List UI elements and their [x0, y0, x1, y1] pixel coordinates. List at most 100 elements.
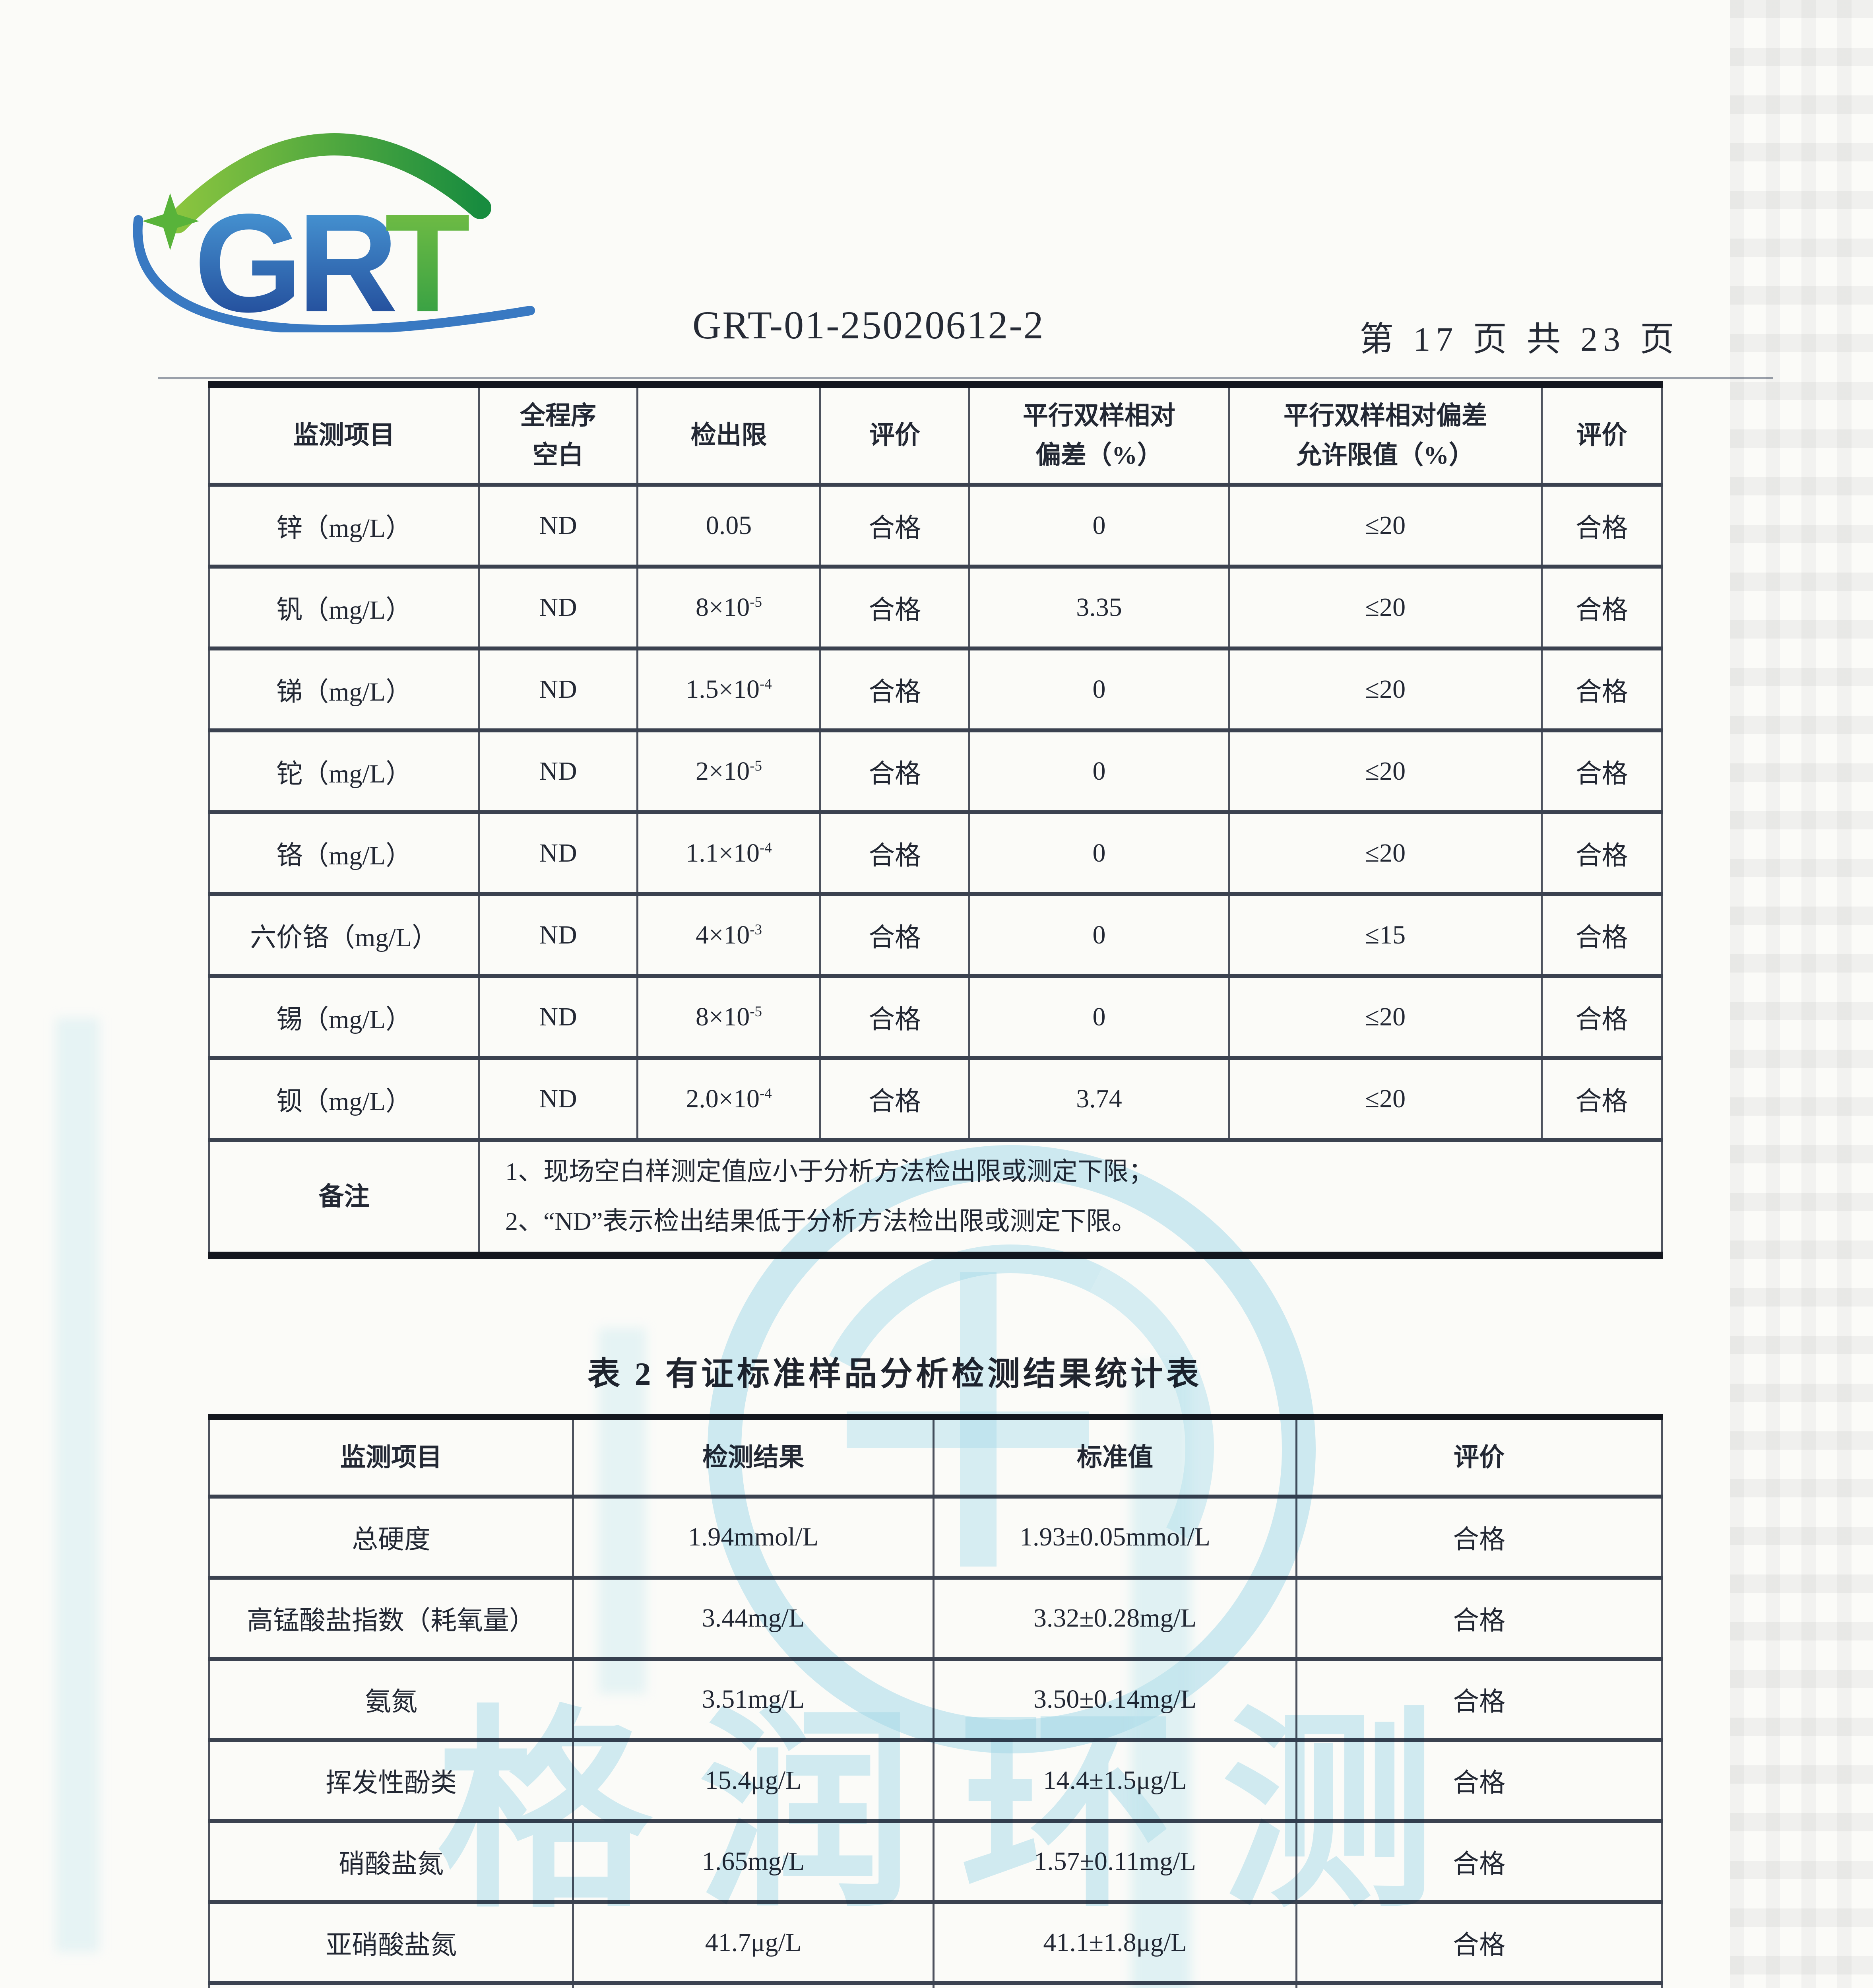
deviation-cell: 0 — [968, 483, 1230, 567]
document-code: GRT-01-25020612-2 — [692, 303, 1045, 347]
table-row: 总硬度 1.94mmol/L 1.93±0.05mmol/L 合格 — [208, 1495, 1663, 1578]
table-row: 亚硝酸盐氮 41.7μg/L 41.1±1.8μg/L 合格 — [208, 1900, 1663, 1983]
limit-cell: 1.1×10-4 — [636, 810, 821, 894]
allowed-limit-cell: ≤20 — [1228, 565, 1543, 648]
logo-star-icon — [142, 193, 199, 250]
limit-value: 8×10 — [695, 1002, 750, 1031]
limit-exponent: -4 — [759, 1085, 772, 1101]
eval2-cell: 合格 — [1541, 483, 1663, 567]
col-header-item: 监测项目 — [208, 1417, 574, 1497]
limit-cell: 1.5×10-4 — [636, 646, 821, 730]
remark-row: 备注 1、现场空白样测定值应小于分析方法检出限或测定下限； 2、“ND”表示检出… — [208, 1138, 1663, 1255]
deviation-cell: 0 — [968, 646, 1230, 730]
item-cell: 氯化物 — [208, 1981, 574, 1988]
item-cell: 挥发性酚类 — [208, 1738, 574, 1821]
standard-cell: 1.57±0.11mg/L — [933, 1819, 1297, 1902]
deviation-cell: 0 — [968, 728, 1230, 812]
standard-cell: 1.93±0.05mmol/L — [933, 1495, 1297, 1578]
standard-cell: 41.1±1.8μg/L — [933, 1900, 1297, 1983]
limit-cell: 4×10-3 — [636, 892, 821, 976]
allowed-limit-cell: ≤20 — [1228, 646, 1543, 730]
remark-line-2: 2、“ND”表示检出结果低于分析方法检出限或测定下限。 — [505, 1207, 1137, 1235]
limit-exponent: -4 — [759, 839, 772, 856]
table-row: 铬（mg/L） ND 1.1×10-4 合格 0 ≤20 合格 — [208, 810, 1663, 894]
item-cell: 锌（mg/L） — [208, 483, 480, 567]
table-row: 钒（mg/L） ND 8×10-5 合格 3.35 ≤20 合格 — [208, 565, 1663, 648]
deviation-cell: 0 — [968, 810, 1230, 894]
limit-exponent: -5 — [750, 757, 762, 774]
result-cell: 41.7μg/L — [572, 1900, 935, 1983]
blank-cell: ND — [478, 810, 638, 894]
eval2-cell: 合格 — [1541, 1056, 1663, 1140]
col-header-item: 监测项目 — [208, 384, 480, 485]
eval-cell: 合格 — [1295, 1576, 1663, 1659]
eval2-cell: 合格 — [1541, 728, 1663, 812]
item-cell: 硝酸盐氮 — [208, 1819, 574, 1902]
table-row: 锌（mg/L） ND 0.05 合格 0 ≤20 合格 — [208, 483, 1663, 567]
scan-noise — [1730, 0, 1873, 1988]
limit-exponent: -4 — [759, 676, 772, 692]
table2-title: 表 2 有证标准样品分析检测结果统计表 — [587, 1356, 1202, 1392]
blank-cell: ND — [478, 974, 638, 1058]
eval-cell: 合格 — [819, 728, 970, 812]
blank-cell: ND — [478, 646, 638, 730]
table-row: 氨氮 3.51mg/L 3.50±0.14mg/L 合格 — [208, 1657, 1663, 1740]
col-header-evaluation2: 评价 — [1541, 384, 1663, 485]
logo-text-gr: GR — [194, 184, 396, 332]
eval-cell: 合格 — [819, 646, 970, 730]
logo-text-t: T — [385, 184, 470, 332]
eval2-cell: 合格 — [1541, 810, 1663, 894]
deviation-cell: 0 — [968, 974, 1230, 1058]
table-row: 氯化物 7.04mg/L 6.86±0.33mg/L 合格 — [208, 1981, 1663, 1988]
limit-value: 1.5×10 — [686, 675, 760, 704]
item-cell: 钒（mg/L） — [208, 565, 480, 648]
col-header-result: 检测结果 — [572, 1417, 935, 1497]
blank-cell: ND — [478, 892, 638, 976]
table-row: 硝酸盐氮 1.65mg/L 1.57±0.11mg/L 合格 — [208, 1819, 1663, 1902]
allowed-limit-cell: ≤20 — [1228, 810, 1543, 894]
limit-value: 8×10 — [695, 593, 750, 622]
page-number: 第 17 页 共 23 页 — [1359, 320, 1680, 358]
blank-cell: ND — [478, 565, 638, 648]
blank-cell: ND — [478, 728, 638, 812]
reference-sample-table: 监测项目 检测结果 标准值 评价 总硬度 1.94mmol/L 1.93±0.0… — [208, 1414, 1663, 1988]
result-cell: 1.94mmol/L — [572, 1495, 935, 1578]
allowed-limit-cell: ≤20 — [1228, 483, 1543, 567]
table-row: 挥发性酚类 15.4μg/L 14.4±1.5μg/L 合格 — [208, 1738, 1663, 1821]
table-row: 铊（mg/L） ND 2×10-5 合格 0 ≤20 合格 — [208, 728, 1663, 812]
item-cell: 钡（mg/L） — [208, 1056, 480, 1140]
limit-exponent: -3 — [750, 921, 762, 938]
eval-cell: 合格 — [1295, 1738, 1663, 1821]
result-cell: 1.65mg/L — [572, 1819, 935, 1902]
deviation-cell: 3.74 — [968, 1056, 1230, 1140]
col-header-detection-limit: 检出限 — [636, 384, 821, 485]
eval2-cell: 合格 — [1541, 892, 1663, 976]
deviation-cell: 0 — [968, 892, 1230, 976]
item-cell: 锡（mg/L） — [208, 974, 480, 1058]
header-rule — [158, 377, 1773, 379]
result-cell: 7.04mg/L — [572, 1981, 935, 1988]
item-cell: 六价铬（mg/L） — [208, 892, 480, 976]
blank-cell: ND — [478, 483, 638, 567]
limit-value: 2×10 — [695, 757, 750, 786]
remark-content: 1、现场空白样测定值应小于分析方法检出限或测定下限； 2、“ND”表示检出结果低… — [478, 1138, 1663, 1255]
limit-cell: 2×10-5 — [636, 728, 821, 812]
table-row: 高锰酸盐指数（耗氧量） 3.44mg/L 3.32±0.28mg/L 合格 — [208, 1576, 1663, 1659]
limit-value: 4×10 — [695, 920, 750, 949]
standard-cell: 14.4±1.5μg/L — [933, 1738, 1297, 1821]
result-cell: 3.44mg/L — [572, 1576, 935, 1659]
limit-exponent: -5 — [750, 594, 762, 610]
qc-blank-duplicate-table: 监测项目 全程序 空白 检出限 评价 平行双样相对 偏差（%） 平行双样相对偏差… — [208, 381, 1663, 1259]
table-header-row: 监测项目 检测结果 标准值 评价 — [208, 1417, 1663, 1497]
col-header-evaluation: 评价 — [1295, 1417, 1663, 1497]
col-header-allowed-limit: 平行双样相对偏差 允许限值（%） — [1228, 384, 1543, 485]
eval-cell: 合格 — [1295, 1981, 1663, 1988]
limit-value: 0.05 — [706, 511, 752, 540]
eval-cell: 合格 — [1295, 1900, 1663, 1983]
limit-cell: 8×10-5 — [636, 565, 821, 648]
limit-value: 1.1×10 — [686, 839, 760, 868]
remark-line-1: 1、现场空白样测定值应小于分析方法检出限或测定下限； — [505, 1157, 1154, 1186]
table-row: 锡（mg/L） ND 8×10-5 合格 0 ≤20 合格 — [208, 974, 1663, 1058]
logo-arc — [166, 133, 491, 233]
scan-streak — [56, 1018, 99, 1952]
